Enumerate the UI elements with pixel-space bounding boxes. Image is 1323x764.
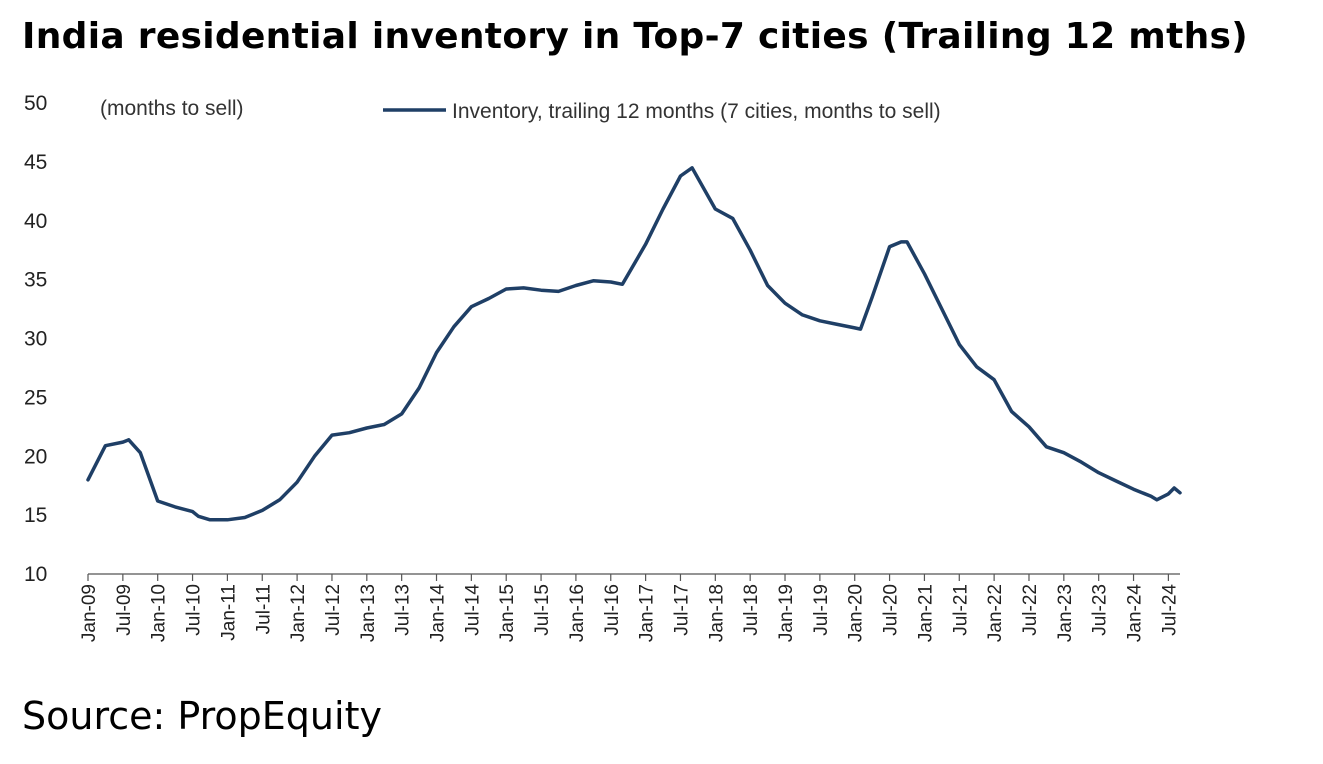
y-tick-label: 15 [24, 504, 47, 527]
x-tick-label: Jul-21 [950, 584, 971, 636]
x-tick-label: Jan-10 [149, 584, 170, 642]
x-tick-label: Jan-18 [706, 584, 727, 642]
y-axis: 10 15 20 25 30 35 40 45 50 [24, 92, 47, 586]
x-tick-label: Jan-22 [985, 584, 1006, 642]
y-tick-label: 20 [24, 445, 47, 468]
x-axis: Jan-09 Jul-09 Jan-10 Jul-10 Jan-11 Jul-11 Jan-… [79, 573, 1180, 643]
x-tick-label: Jul-19 [811, 584, 832, 636]
x-tick-label: Jan-21 [915, 584, 936, 642]
x-tick-label: Jul-18 [741, 584, 762, 636]
source-note: Source: PropEquity [22, 694, 382, 738]
x-tick-label: Jan-11 [218, 584, 239, 641]
x-tick-label: Jul-22 [1020, 584, 1041, 636]
legend: Inventory, trailing 12 months (7 cities,… [383, 100, 941, 123]
y-tick-label: 40 [24, 210, 47, 233]
x-tick-label: Jan-16 [567, 584, 588, 642]
x-tick-label: Jul-10 [184, 584, 205, 636]
x-tick-label: Jan-19 [776, 584, 797, 642]
x-tick-label: Jan-14 [428, 584, 449, 643]
x-tick-label: Jul-20 [881, 584, 902, 636]
series-group [86, 166, 1182, 522]
y-tick-label: 30 [24, 328, 47, 351]
x-tick-label: Jul-11 [253, 584, 274, 634]
y-tick-label: 50 [24, 92, 47, 115]
legend-entry: Inventory, trailing 12 months (7 cities,… [452, 100, 941, 123]
x-tick-label: Jan-24 [1125, 584, 1146, 643]
y-tick-label: 45 [24, 151, 47, 174]
x-tick-label: Jul-17 [671, 584, 692, 636]
y-tick-label: 25 [24, 386, 47, 409]
x-tick-label: Jan-09 [79, 584, 100, 642]
chart-title: India residential inventory in Top-7 cit… [22, 16, 1249, 57]
x-tick-label: Jan-12 [288, 584, 309, 642]
y-tick-label: 35 [24, 269, 47, 292]
y-tick-label: 10 [24, 563, 47, 586]
x-tick-label: Jul-13 [393, 584, 414, 636]
x-tick-label: Jul-14 [462, 584, 483, 636]
x-tick-label: Jul-23 [1090, 584, 1111, 636]
y-axis-unit-label: (months to sell) [100, 97, 244, 120]
x-tick-label: Jan-23 [1055, 584, 1076, 642]
x-tick-label: Jan-17 [637, 584, 658, 642]
x-tick-label: Jul-16 [602, 584, 623, 636]
x-tick-label: Jan-15 [497, 584, 518, 642]
x-tick-label: Jan-13 [358, 584, 379, 642]
x-tick-label: Jul-24 [1159, 584, 1180, 636]
x-tick-label: Jul-15 [532, 584, 553, 636]
x-tick-label: Jul-12 [323, 584, 344, 636]
series-line [86, 166, 1182, 522]
x-tick-label: Jan-20 [846, 584, 867, 642]
x-tick-label: Jul-09 [114, 584, 135, 636]
